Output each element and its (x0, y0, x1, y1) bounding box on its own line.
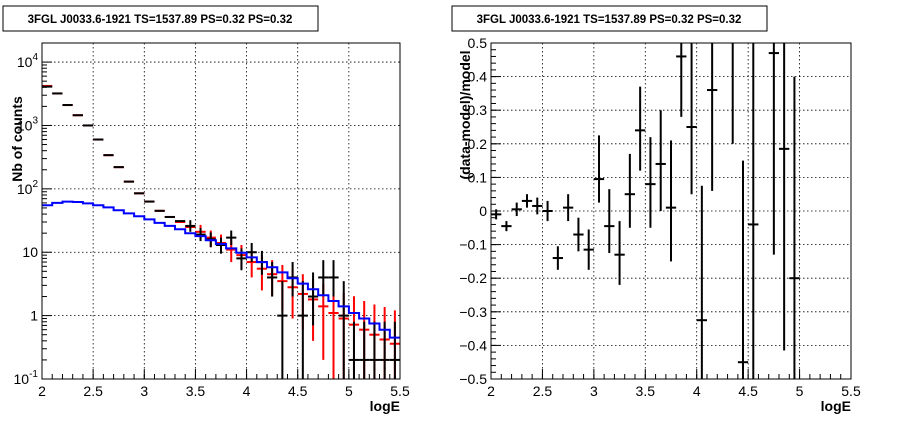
right-residual-point (532, 197, 543, 215)
left-model-error-bar (328, 288, 339, 379)
right-residual-point (521, 194, 533, 208)
right-residual-point (768, 43, 779, 255)
right-residual-point (552, 246, 563, 270)
left-data-point (277, 281, 288, 379)
right-y-axis-label: (data-model)/model (457, 50, 473, 179)
right-x-tick-label: 4.5 (738, 383, 758, 399)
left-data-point (185, 220, 196, 232)
right-x-tick-label: 2.5 (533, 383, 553, 399)
right-y-tick-label: 0.1 (468, 169, 488, 185)
right-y-tick-label: 0.2 (468, 136, 488, 152)
left-data-point (246, 242, 257, 263)
left-x-tick-label: 2 (38, 383, 46, 399)
left-x-axis-label: logE (370, 398, 400, 414)
left-title-box (2, 5, 319, 32)
right-x-axis-label: logE (821, 398, 851, 414)
left-data-point (389, 321, 400, 379)
right-x-tick-label: 3.5 (636, 383, 656, 399)
left-data-point (215, 237, 227, 254)
right-residual-point (789, 76, 800, 379)
right-residual-point (748, 43, 759, 379)
right-residual-point (676, 43, 687, 117)
right-x-tick-label: 4 (693, 383, 701, 399)
right-series (491, 43, 800, 379)
right-x-tick-label: 2 (487, 383, 495, 399)
right-y-tick-label: −0.2 (459, 270, 487, 286)
left-data-point (307, 272, 319, 326)
right-y-tick-label: 0.3 (468, 102, 488, 118)
left-x-tick-label: 5 (345, 383, 353, 399)
left-x-tick-label: 3 (140, 383, 148, 399)
right-residual-point (593, 135, 605, 203)
right-residual-point (511, 202, 522, 217)
right-y-tick-label: −0.3 (459, 304, 487, 320)
right-y-tick-label: −0.5 (459, 371, 487, 387)
right-residual-point (635, 86, 646, 171)
right-x-tick-label: 3 (590, 383, 598, 399)
left-data-point (226, 230, 237, 246)
right-residual-point (645, 137, 656, 228)
left-data-point (195, 228, 206, 242)
left-y-tick-label: 10-1 (14, 369, 39, 387)
right-chart: 3FGL J0033.6-1921 TS=1537.89 PS=0.32 PS=… (451, 5, 861, 414)
right-residual-point (737, 160, 749, 379)
left-data-point (338, 281, 349, 379)
right-residual-point (604, 189, 615, 253)
right-residual-point (542, 200, 553, 222)
left-data-point (359, 321, 370, 379)
left-chart: 3FGL J0033.6-1921 TS=1537.89 PS=0.32 PS=… (2, 5, 410, 414)
right-x-tick-label: 5 (796, 383, 804, 399)
left-chart-title: 3FGL J0033.6-1921 TS=1537.89 PS=0.32 PS=… (28, 14, 293, 26)
left-y-tick-label: 1 (30, 308, 38, 324)
right-y-tick-label: −0.1 (459, 237, 487, 253)
left-series (42, 84, 400, 379)
left-x-tick-label: 4 (243, 383, 251, 399)
left-x-tick-label: 2.5 (83, 383, 103, 399)
left-data-point (236, 248, 247, 271)
right-x-tick-label: 5.5 (841, 383, 861, 399)
left-x-tick-label: 4.5 (288, 383, 308, 399)
right-residual-point (655, 110, 666, 211)
right-residual-point (573, 217, 584, 252)
right-y-tick-label: 0 (479, 203, 487, 219)
right-residual-point (614, 221, 625, 285)
left-data-point (328, 260, 339, 297)
right-residual-point (696, 185, 707, 379)
right-y-axis: −0.5 −0.4 −0.3 −0.2 −0.1 0 0.1 0.2 0.3 0.4 0.5 (459, 35, 501, 387)
right-residual-point (563, 194, 574, 222)
left-model-step-line (42, 200, 400, 339)
right-residual-point (583, 229, 594, 270)
right-chart-title: 3FGL J0033.6-1921 TS=1537.89 PS=0.32 PS=… (477, 14, 742, 26)
right-x-axis: 2 2.5 3 3.5 4 4.5 5 5.5 (487, 369, 861, 399)
right-residual-point (779, 43, 790, 351)
left-data-point (318, 260, 329, 297)
left-y-tick-label: 104 (17, 52, 39, 70)
left-data-point (379, 321, 390, 379)
right-residual-point (624, 153, 635, 228)
right-y-tick-label: −0.4 (459, 337, 487, 353)
left-data-point (287, 262, 298, 297)
right-residual-point (707, 43, 718, 191)
left-y-axis-label: Nb of counts (9, 96, 25, 182)
right-residual-point (501, 221, 512, 232)
right-residual-point (686, 43, 697, 195)
right-y-tick-label: 0.4 (468, 69, 488, 85)
left-x-tick-label: 3.5 (186, 383, 206, 399)
left-data-point (297, 281, 308, 379)
left-x-axis: 2 2.5 3 3.5 4 4.5 5 5.5 (38, 369, 410, 399)
right-y-tick-label: 0.5 (468, 35, 488, 51)
left-data-point (348, 321, 360, 379)
right-residual-point (665, 140, 677, 262)
right-title-box (451, 5, 768, 32)
left-data-point (369, 321, 380, 379)
left-plot-frame (41, 42, 401, 380)
left-x-tick-label: 5.5 (390, 383, 410, 399)
left-grid (42, 43, 400, 379)
left-y-tick-label: 10 (22, 244, 38, 260)
